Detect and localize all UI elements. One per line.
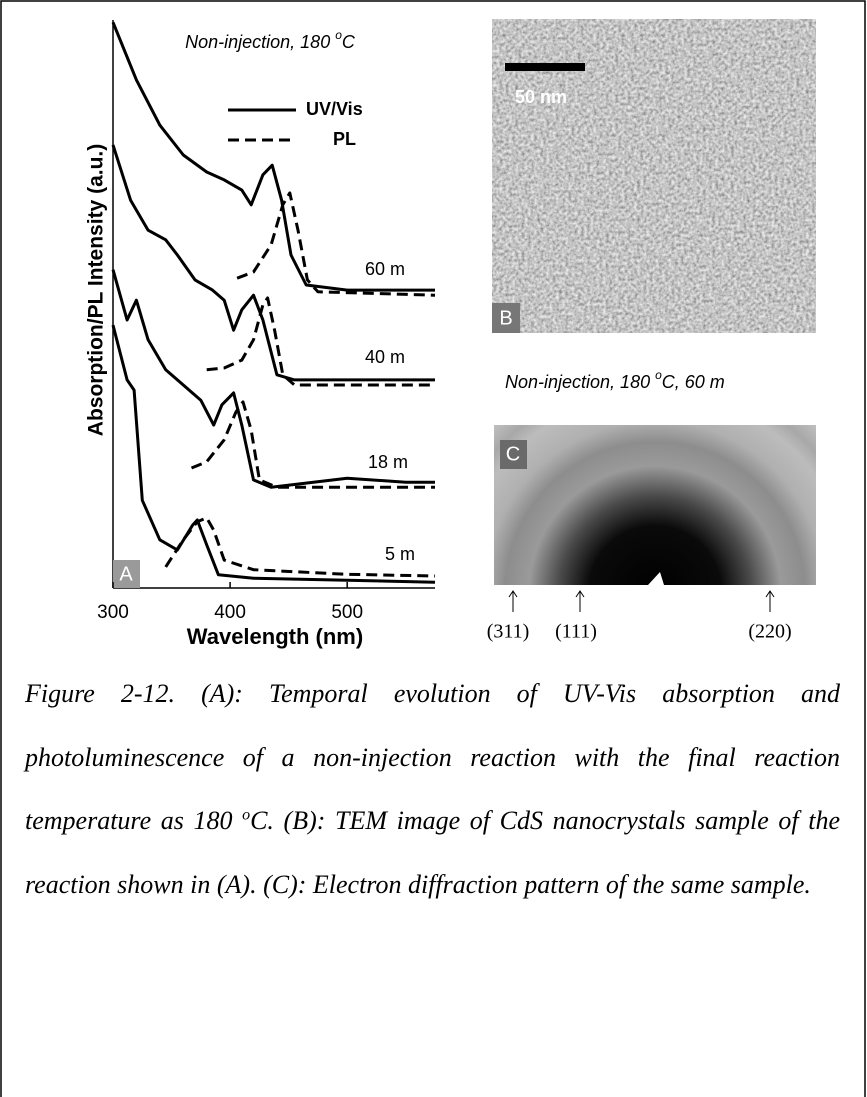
panel-label-box	[113, 560, 140, 588]
peak-label: (111)	[555, 621, 597, 643]
diffraction-image	[494, 425, 816, 585]
peak-label: (220)	[748, 621, 791, 643]
figure-caption: Figure 2-12. (A): Temporal evolution of …	[25, 662, 840, 916]
panel-label: A	[119, 563, 133, 585]
pl-curve	[206, 296, 435, 387]
caption-text: Figure 2-12. (A): Temporal evolution of …	[25, 679, 840, 835]
x-tick-label: 400	[214, 602, 246, 623]
title-sup: o	[655, 368, 662, 382]
x-tick-label: 500	[331, 602, 363, 623]
diffraction-pattern	[494, 425, 816, 585]
absorption-curve	[111, 21, 435, 292]
pl-curve	[190, 400, 435, 489]
curve-label: 40 m	[365, 347, 405, 367]
title-text: C, 60 m	[662, 372, 725, 392]
peak-label: (311)	[487, 621, 530, 643]
title-text: Non-injection, 180	[185, 32, 335, 52]
arrow	[575, 590, 585, 612]
title-sup: o	[335, 28, 342, 42]
legend-label: PL	[333, 129, 356, 149]
legend-label: UV/Vis	[306, 99, 363, 119]
beam-stop	[648, 572, 664, 585]
arrow	[508, 590, 518, 612]
panel-label-box	[492, 303, 520, 333]
pl-curve	[236, 191, 436, 297]
curve-label: 60 m	[365, 259, 405, 279]
title-text: Non-injection, 180	[505, 372, 655, 392]
peak-arrows	[508, 590, 775, 612]
y-axis-label: Absorption/PL Intensity (a.u.)	[85, 144, 108, 436]
tem-image	[492, 19, 816, 333]
title-text: C	[342, 32, 356, 52]
scale-bar-label: 50 nm	[515, 87, 567, 107]
curve-label: 18 m	[368, 452, 408, 472]
panel-label-box	[500, 440, 527, 469]
pl-curve	[164, 516, 436, 578]
chart-title: Non-injection, 180 oC	[185, 28, 356, 52]
scale-bar	[505, 63, 585, 71]
absorption-curve	[111, 269, 435, 489]
absorption-curve	[111, 144, 435, 382]
x-axis-label: Wavelength (nm)	[187, 624, 363, 649]
curve-label: 5 m	[385, 544, 415, 564]
caption-sup: o	[242, 806, 251, 824]
panel-title: Non-injection, 180 oC, 60 m	[505, 368, 725, 392]
panel-label: C	[506, 443, 520, 465]
x-tick-label: 300	[97, 602, 129, 623]
caption-text: C. (B): TEM image of CdS nanocrystals sa…	[25, 806, 840, 899]
panel-label: B	[499, 307, 512, 329]
arrow	[765, 590, 775, 612]
